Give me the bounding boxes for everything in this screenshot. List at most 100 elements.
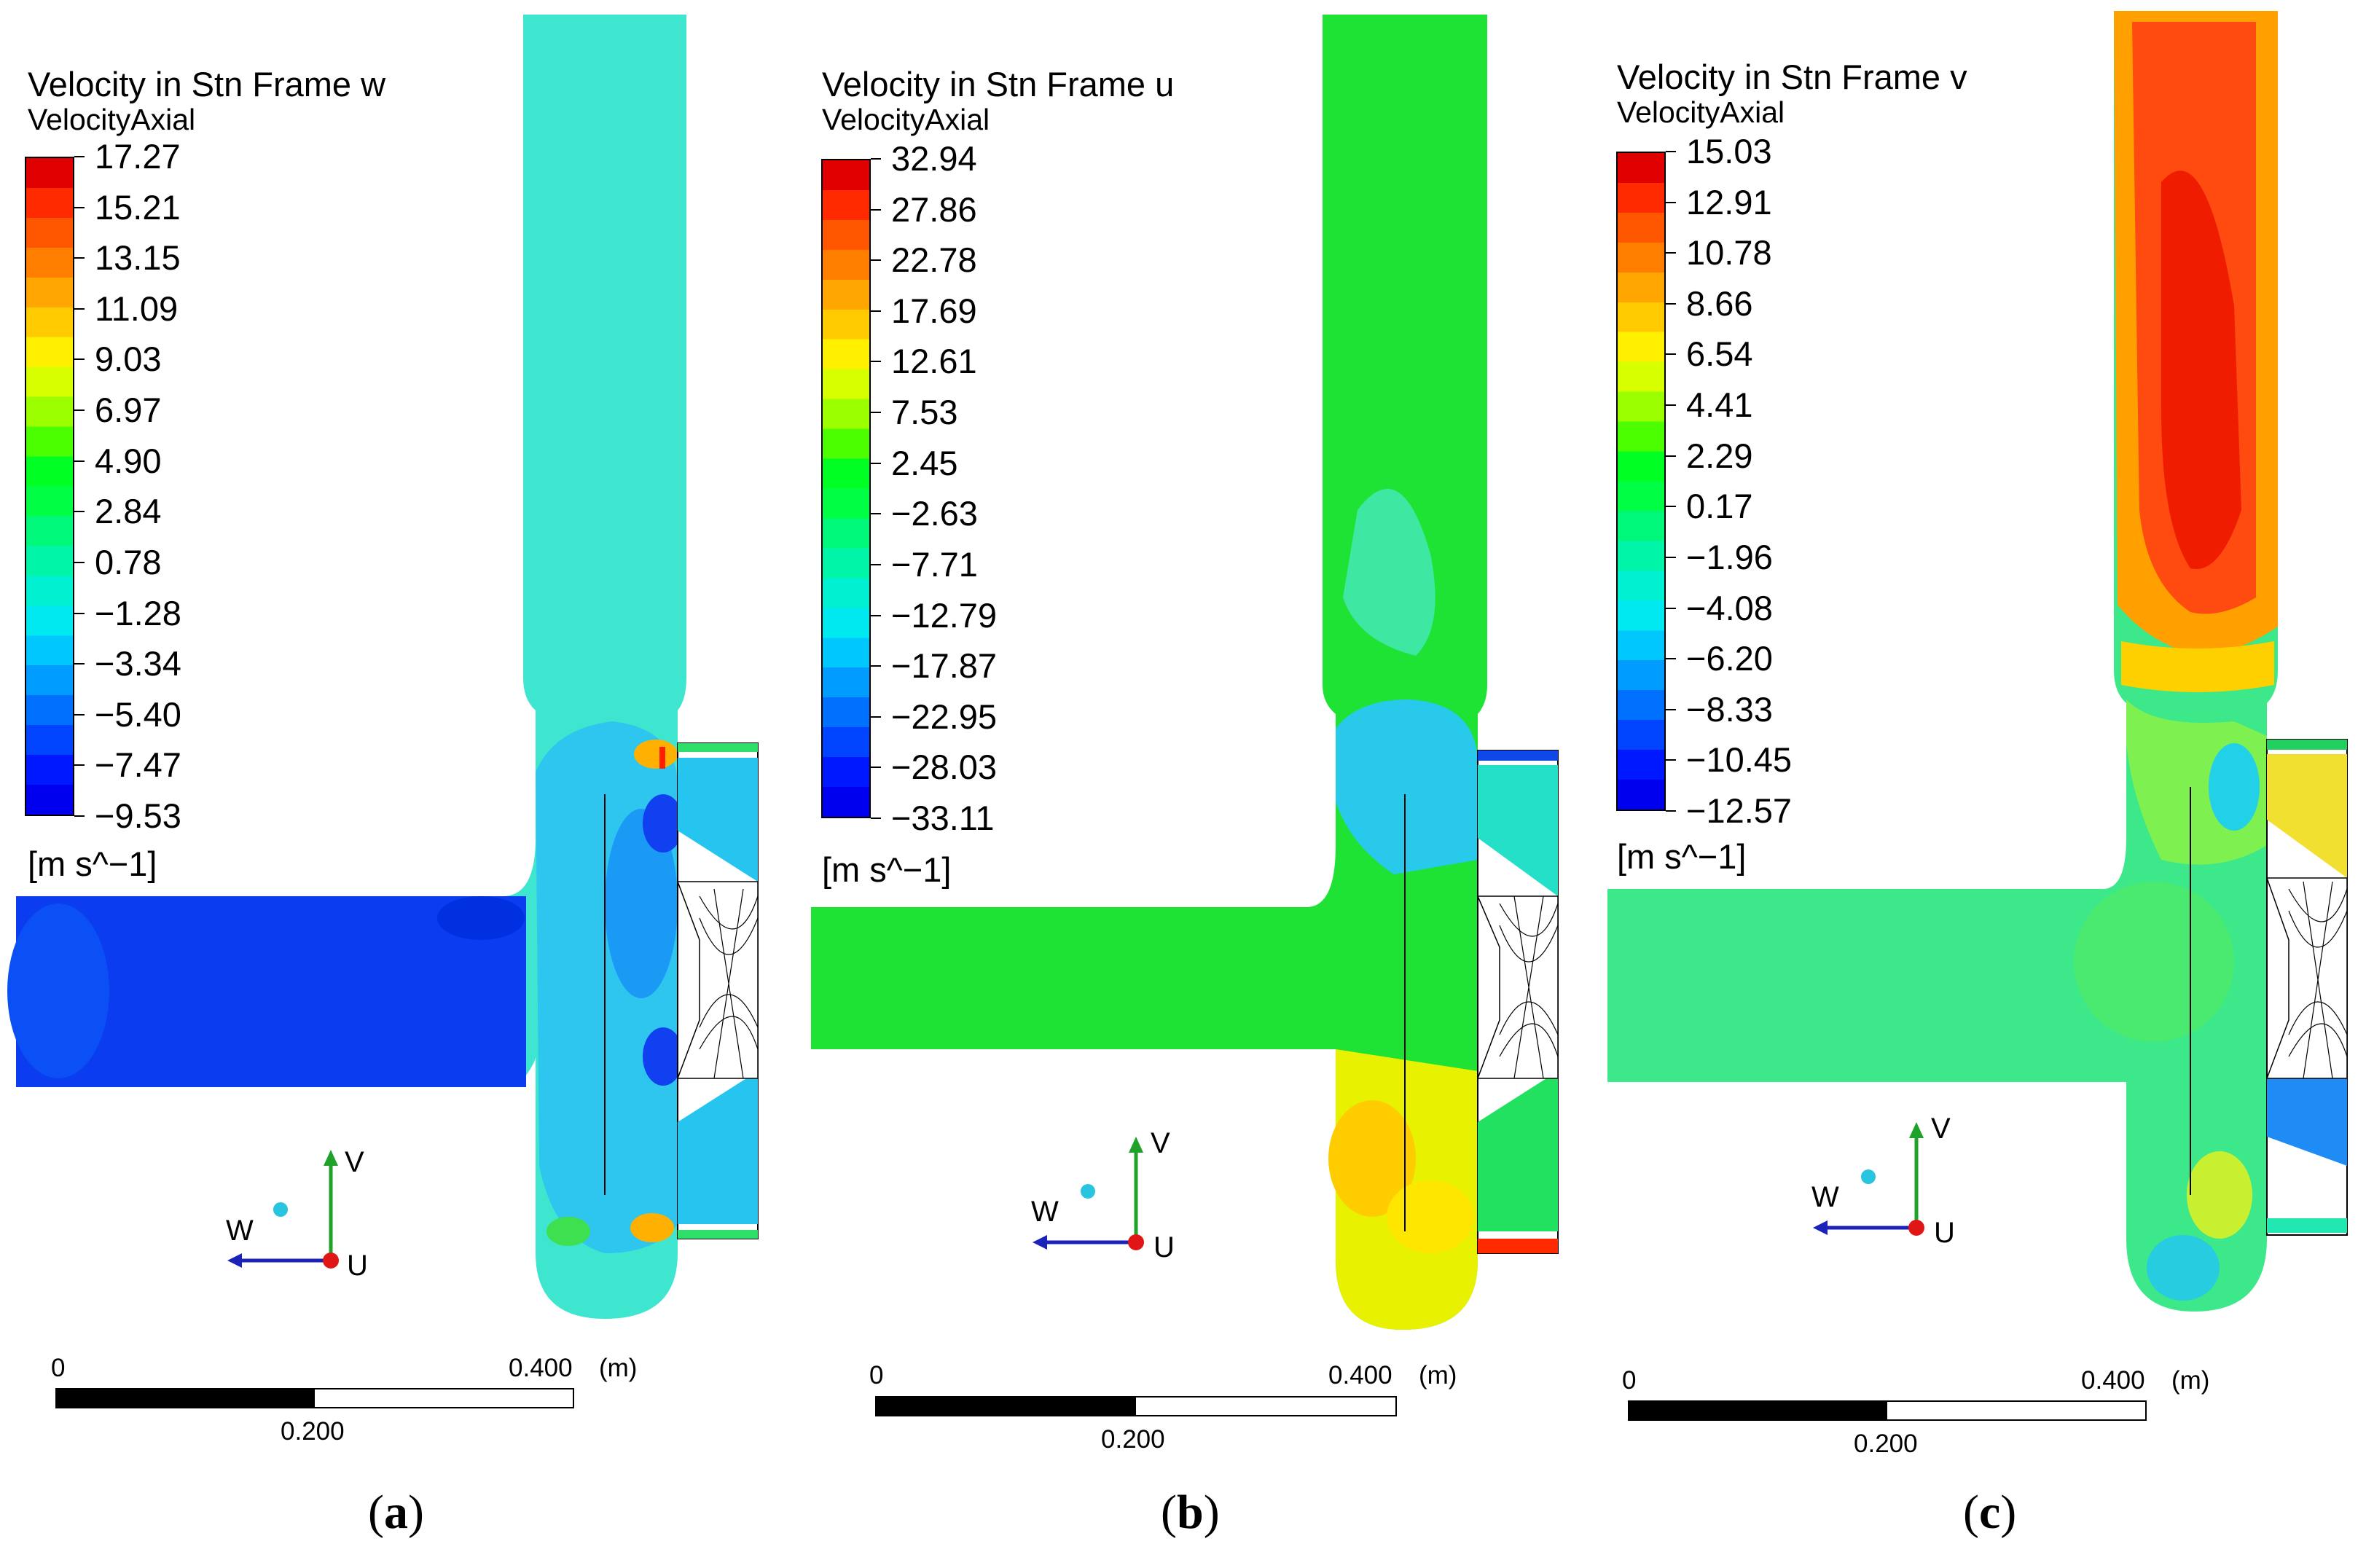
colorbar-tick-mark xyxy=(1666,759,1676,761)
colorbar-tick-mark xyxy=(74,815,85,817)
legend-subtitle: VelocityAxial xyxy=(28,103,196,136)
colorbar-tick-label: 13.15 xyxy=(95,238,181,278)
scale-unit: (m) xyxy=(599,1354,638,1382)
colorbar-tick-label: 2.29 xyxy=(1686,436,1753,475)
colorbar-tick-label: −5.40 xyxy=(95,694,181,734)
colorbar-tick-mark xyxy=(871,412,881,414)
axis-w-label: W xyxy=(226,1215,254,1247)
scale-zero: 0 xyxy=(869,1361,884,1389)
colorbar-tick-mark xyxy=(1666,607,1676,609)
colorbar-tick-mark xyxy=(871,361,881,363)
colorbar-tick-label: 11.09 xyxy=(95,289,179,328)
colorbar-tick-mark xyxy=(1666,151,1676,152)
colorbar-tick-label: −7.47 xyxy=(95,745,181,785)
colorbar-tick-label: −2.63 xyxy=(891,494,978,533)
colorbar-tick-mark xyxy=(74,663,85,665)
colorbar-tick-label: −1.28 xyxy=(95,593,181,632)
colorbar-tick-mark xyxy=(871,563,881,565)
panel-caption: (c) xyxy=(1963,1486,2017,1539)
colorbar-tick-label: −33.11 xyxy=(891,799,995,837)
scale-unit: (m) xyxy=(1419,1361,1457,1389)
colorbar-tick-label: −3.34 xyxy=(95,644,181,683)
colorbar-tick-label: 12.61 xyxy=(891,342,977,381)
colorbar-tick-mark xyxy=(1666,353,1676,356)
colorbar-tick-mark xyxy=(871,158,881,160)
colorbar-tick-label: −12.79 xyxy=(891,595,998,635)
colorbar-tick-mark xyxy=(1666,201,1676,203)
scale-unit: (m) xyxy=(2171,1366,2210,1395)
colorbar-tick-mark xyxy=(1666,556,1676,558)
colorbar-tick-label: 0.78 xyxy=(95,542,162,581)
units-label: [m s^−1] xyxy=(822,850,952,889)
colorbar-tick-mark xyxy=(74,764,85,767)
scale-max: 0.400 xyxy=(1328,1361,1392,1389)
colorbar-tick-mark xyxy=(74,409,85,412)
colorbar-tick-label: −22.95 xyxy=(891,697,998,736)
colorbar xyxy=(25,157,74,816)
colorbar-tick-mark xyxy=(74,206,85,208)
colorbar-tick-label: −6.20 xyxy=(1686,639,1773,678)
colorbar-tick-label: −7.71 xyxy=(891,544,978,584)
colorbar-tick-label: −28.03 xyxy=(891,748,998,787)
colorbar-tick-label: 32.94 xyxy=(891,139,977,178)
colorbar-tick-mark xyxy=(74,307,85,310)
colorbar-tick-label: −9.53 xyxy=(95,796,181,835)
panel-b: Velocity in Stn Frame u VelocityAxial 32… xyxy=(789,0,1578,1568)
colorbar-tick-label: 12.91 xyxy=(1686,182,1772,222)
scale-mid: 0.200 xyxy=(1101,1425,1165,1454)
colorbar-tick-mark xyxy=(871,716,881,718)
colorbar-tick-label: −1.96 xyxy=(1686,537,1773,576)
scale-zero: 0 xyxy=(1622,1366,1637,1395)
scale-max: 0.400 xyxy=(2081,1366,2145,1395)
colorbar-tick-label: −12.57 xyxy=(1686,791,1793,830)
colorbar-tick-label: 4.90 xyxy=(95,441,162,480)
colorbar-tick-mark xyxy=(871,614,881,616)
colorbar-tick-label: 6.54 xyxy=(1686,334,1753,374)
colorbar-tick-mark xyxy=(871,767,881,769)
colorbar-tick-mark xyxy=(74,511,85,513)
colorbar-tick-label: 10.78 xyxy=(1686,233,1772,273)
colorbar-tick-label: 17.27 xyxy=(95,137,181,176)
colorbar-tick-mark xyxy=(74,713,85,716)
scale-bar xyxy=(55,1388,574,1408)
panel-c: Velocity in Stn Frame v VelocityAxial 15… xyxy=(1578,0,2366,1568)
axis-u-label: U xyxy=(1153,1231,1175,1263)
legend-title: Velocity in Stn Frame u xyxy=(822,65,1175,103)
colorbar-tick-mark xyxy=(1666,506,1676,508)
units-label: [m s^−1] xyxy=(28,844,157,883)
axis-v-label: V xyxy=(1151,1127,1170,1159)
colorbar-tick-mark xyxy=(74,257,85,259)
scale-bar xyxy=(1628,1400,2147,1421)
scale-mid: 0.200 xyxy=(281,1417,345,1446)
colorbar-tick-mark xyxy=(1666,302,1676,305)
colorbar-tick-mark xyxy=(1666,708,1676,710)
colorbar xyxy=(1616,152,1666,811)
colorbar-tick-label: 22.78 xyxy=(891,240,977,280)
colorbar-tick-mark xyxy=(871,665,881,667)
colorbar xyxy=(821,159,871,818)
axis-w-label: W xyxy=(1811,1181,1839,1213)
colorbar-tick-label: 8.66 xyxy=(1686,283,1753,323)
colorbar-tick-label: 4.41 xyxy=(1686,385,1753,425)
axis-v-label: V xyxy=(1931,1113,1951,1145)
colorbar-tick-mark xyxy=(1666,810,1676,812)
colorbar-tick-mark xyxy=(871,462,881,464)
contour-plot-c xyxy=(1607,11,2348,1312)
colorbar-tick-mark xyxy=(1666,252,1676,254)
colorbar-tick-label: 17.69 xyxy=(891,291,977,330)
colorbar-tick-label: 27.86 xyxy=(891,189,977,229)
panel-caption: (a) xyxy=(368,1486,424,1539)
axis-u-label: U xyxy=(347,1250,368,1282)
colorbar-tick-label: −4.08 xyxy=(1686,588,1773,627)
legend-title: Velocity in Stn Frame w xyxy=(28,65,386,103)
colorbar-tick-mark xyxy=(1666,455,1676,457)
colorbar-tick-mark xyxy=(74,460,85,462)
colorbar-tick-mark xyxy=(74,156,85,157)
axis-v-label: V xyxy=(345,1146,364,1178)
colorbar-tick-mark xyxy=(871,818,881,819)
axis-u-label: U xyxy=(1934,1217,1955,1249)
axis-triad: V W U xyxy=(1811,1113,1955,1249)
axis-triad: V W U xyxy=(226,1146,368,1282)
colorbar-tick-mark xyxy=(74,561,85,563)
colorbar-tick-label: 2.45 xyxy=(891,443,958,482)
